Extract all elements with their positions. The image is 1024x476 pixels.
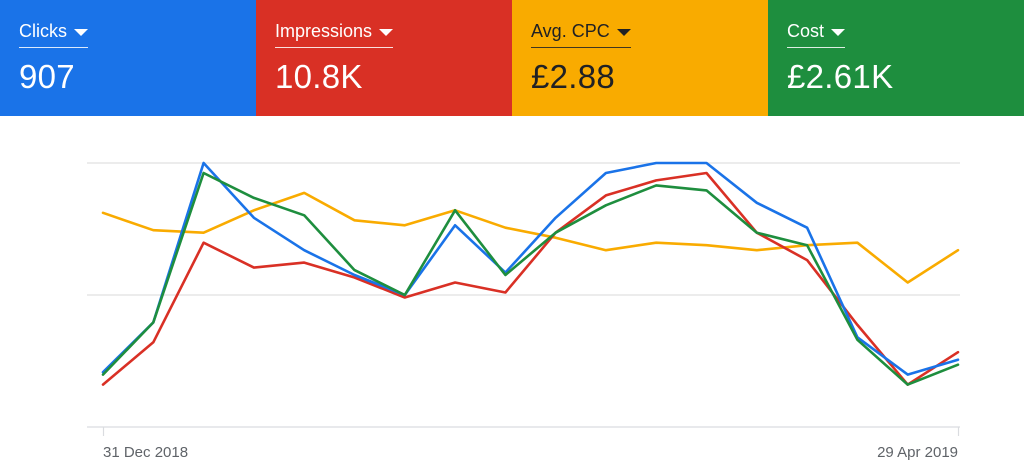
series-line-cost (101, 171, 960, 386)
series-line-clicks (101, 161, 960, 376)
metric-label-impressions: Impressions (275, 21, 373, 41)
metric-card-clicks[interactable]: Clicks 907 (0, 0, 256, 116)
metric-selector-cost[interactable]: Cost (787, 20, 846, 48)
caret-down-icon (74, 28, 88, 36)
metric-label-avg-cpc: Avg. CPC (531, 21, 610, 41)
metric-card-cost[interactable]: Cost £2.61K (768, 0, 1024, 116)
caret-down-icon (831, 28, 846, 36)
series-layer (101, 161, 960, 386)
metric-value-clicks: 907 (19, 58, 75, 95)
metric-selector-avg-cpc[interactable]: Avg. CPC (531, 20, 631, 48)
line-chart-svg: 31 Dec 2018 29 Apr 2019 (87, 161, 960, 461)
metric-selector-impressions[interactable]: Impressions (275, 20, 394, 48)
x-tick-label-end: 29 Apr 2019 (877, 444, 958, 461)
metric-card-avg-cpc[interactable]: Avg. CPC £2.88 (512, 0, 768, 116)
metric-card-impressions[interactable]: Impressions 10.8K (256, 0, 512, 116)
metric-selector-clicks[interactable]: Clicks (19, 20, 88, 48)
performance-chart: 31 Dec 2018 29 Apr 2019 (0, 116, 1024, 476)
metric-label-clicks: Clicks (19, 21, 67, 41)
series-line-avg-cpc (101, 191, 960, 284)
metric-value-avg-cpc: £2.88 (531, 58, 616, 95)
metric-value-impressions: 10.8K (275, 58, 363, 95)
caret-down-icon (616, 28, 631, 36)
series-line-impressions (101, 171, 960, 386)
x-tick-label-start: 31 Dec 2018 (103, 444, 188, 461)
metric-cards: Clicks 907 Impressions 10.8K Avg. CPC £2… (0, 0, 1024, 116)
metric-label-cost: Cost (787, 21, 825, 41)
caret-down-icon (379, 28, 394, 36)
metric-value-cost: £2.61K (787, 58, 894, 95)
